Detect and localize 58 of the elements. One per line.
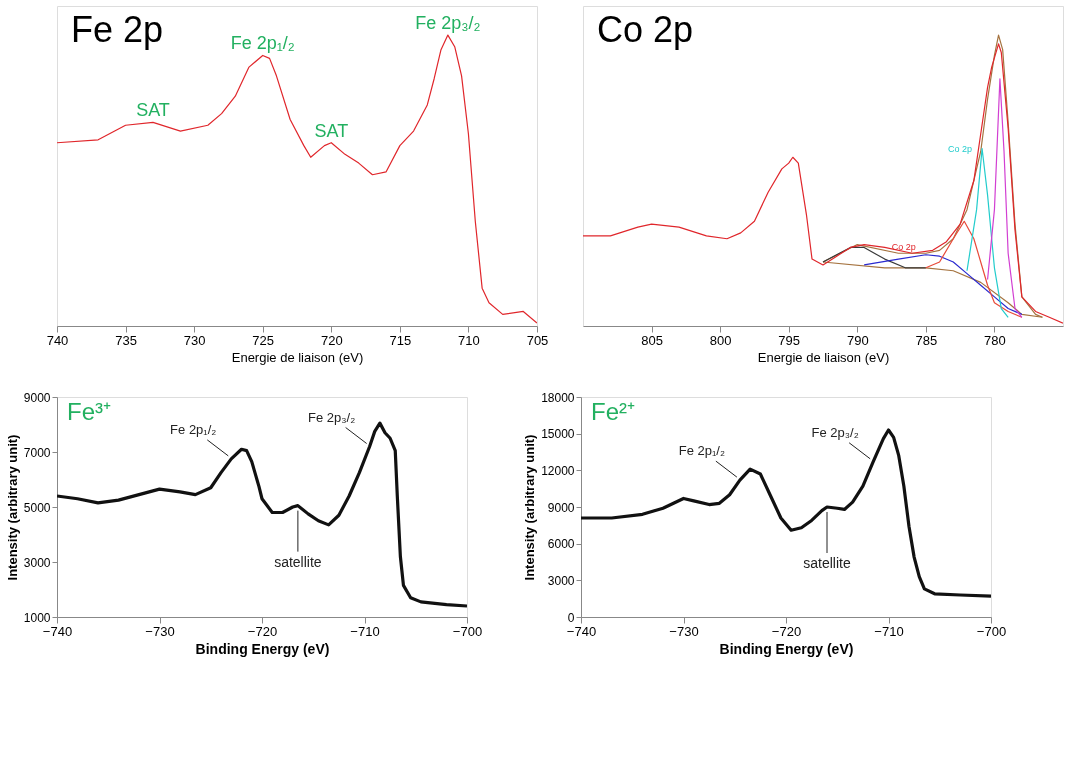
x-tick-label: 790 [846,332,869,348]
annotation: Fe 2p₃/₂ [415,13,481,34]
y-tick-label: 6000 [547,537,575,552]
x-tick-label: 740 [46,332,69,348]
y-tick-label: 3000 [547,573,575,588]
y-axis-title: Intensity (arbitrary unit) [522,434,538,581]
y-tick-label: 15000 [541,427,575,442]
x-tick-label: −700 [976,623,1007,639]
y-axis-title: Intensity (arbitrary unit) [4,434,20,581]
x-tick-label: −710 [874,623,904,639]
y-tick-label: 1000 [23,610,51,625]
y-tick-label: 12000 [541,463,575,478]
x-axis-title: Energie de liaison (eV) [231,349,364,365]
x-tick-label: −700 [452,623,483,639]
annotation: Fe 2p₁/₂ [230,33,295,54]
x-tick-label: −740 [42,623,73,639]
y-tick-label: 0 [567,610,575,625]
chart-title: Fe²⁺ [591,398,635,425]
x-tick-label: 735 [115,332,137,348]
x-tick-label: 780 [984,332,1006,348]
annotation: satellite [274,553,322,570]
y-tick-label: 9000 [23,390,51,405]
x-tick-label: 785 [915,332,938,348]
x-tick-label: 725 [252,332,275,348]
y-tick-label: 5000 [23,500,51,515]
annotation: satellite [803,555,851,571]
x-tick-label: 800 [709,332,732,348]
chart-title: Fe 2p [71,9,164,50]
y-tick-label: 3000 [23,555,51,570]
x-tick-label: 795 [778,332,801,348]
x-tick-label: 720 [320,332,343,348]
x-tick-label: 730 [183,332,206,348]
y-tick-label: 18000 [541,390,575,405]
annotation: Fe 2p₁/₂ [170,421,217,437]
x-tick-label: 805 [641,332,663,348]
annotation: Fe 2p₃/₂ [811,424,859,440]
x-tick-label: −720 [771,623,802,639]
annotation: SAT [314,120,349,141]
x-tick-label: 705 [526,332,549,348]
x-tick-label: −730 [145,623,175,639]
x-tick-label: −720 [247,623,278,639]
y-tick-label: 7000 [23,445,51,460]
x-tick-label: 710 [458,332,480,348]
annotation: SAT [136,100,170,121]
x-tick-label: −730 [669,623,699,639]
annotation: Fe 2p₁/₂ [678,443,726,459]
x-axis-title: Energie de liaison (eV) [757,349,890,365]
annotation: Fe 2p₃/₂ [308,409,356,425]
annotation: Co 2p [891,242,916,253]
x-tick-label: −710 [350,623,380,639]
x-axis-title: Binding Energy (eV) [195,640,330,657]
y-tick-label: 9000 [547,500,575,515]
annotation: Co 2p [948,143,973,154]
x-tick-label: 715 [389,332,412,348]
x-tick-label: −740 [566,623,597,639]
x-axis-title: Binding Energy (eV) [719,640,854,657]
chart-title: Co 2p [597,9,694,50]
chart-title: Fe³⁺ [67,398,111,425]
